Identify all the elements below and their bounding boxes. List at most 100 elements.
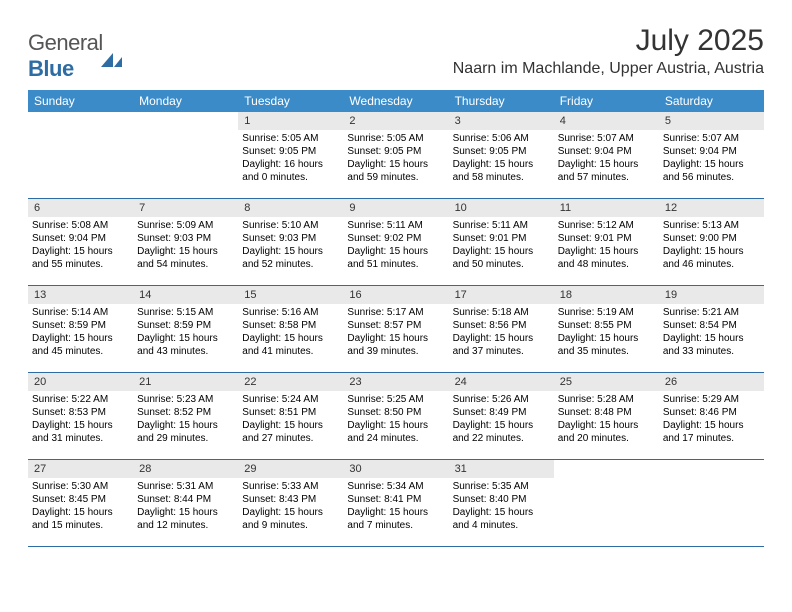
calendar-day-cell: 8Sunrise: 5:10 AMSunset: 9:03 PMDaylight… xyxy=(238,199,343,285)
sunrise-text: Sunrise: 5:17 AM xyxy=(347,306,444,319)
sunset-text: Sunset: 9:03 PM xyxy=(137,232,234,245)
sunrise-text: Sunrise: 5:05 AM xyxy=(242,132,339,145)
logo-triangle-icon xyxy=(114,32,122,67)
daylight-text: Daylight: 15 hours and 4 minutes. xyxy=(453,506,550,532)
page-title: July 2025 xyxy=(453,24,764,58)
day-number: 11 xyxy=(554,199,659,217)
calendar-day-cell: 21Sunrise: 5:23 AMSunset: 8:52 PMDayligh… xyxy=(133,373,238,459)
daylight-text: Daylight: 15 hours and 17 minutes. xyxy=(663,419,760,445)
weekday-header: Sunday xyxy=(28,90,133,112)
calendar-day-cell: 15Sunrise: 5:16 AMSunset: 8:58 PMDayligh… xyxy=(238,286,343,372)
sunset-text: Sunset: 9:04 PM xyxy=(32,232,129,245)
sunset-text: Sunset: 9:02 PM xyxy=(347,232,444,245)
calendar-day-cell: 6Sunrise: 5:08 AMSunset: 9:04 PMDaylight… xyxy=(28,199,133,285)
day-number: 24 xyxy=(449,373,554,391)
calendar-day-cell: 31 Sunrise: 5:35 AMSunset: 8:40 PMDayligh… xyxy=(449,460,554,546)
day-number: 18 xyxy=(554,286,659,304)
title-block: July 2025 Naarn im Machlande, Upper Aust… xyxy=(453,24,764,78)
sunset-text: Sunset: 8:59 PM xyxy=(32,319,129,332)
day-number xyxy=(28,112,133,116)
day-number: 19 xyxy=(659,286,764,304)
sunrise-text: Sunrise: 5:34 AM xyxy=(347,480,444,493)
day-number xyxy=(133,112,238,116)
header-bar: General Blue July 2025 Naarn im Machland… xyxy=(28,24,764,82)
sunset-text: Sunset: 9:05 PM xyxy=(453,145,550,158)
sunset-text: Sunset: 9:01 PM xyxy=(558,232,655,245)
sunrise-text: Sunrise: 5:33 AM xyxy=(242,480,339,493)
sunrise-text: Sunrise: 5:12 AM xyxy=(558,219,655,232)
sunset-text: Sunset: 8:40 PM xyxy=(453,493,550,506)
daylight-text: Daylight: 15 hours and 27 minutes. xyxy=(242,419,339,445)
calendar-day-cell xyxy=(133,112,238,198)
day-number: 9 xyxy=(343,199,448,217)
day-number: 27 xyxy=(28,460,133,478)
daylight-text: Daylight: 15 hours and 43 minutes. xyxy=(137,332,234,358)
daylight-text: Daylight: 15 hours and 15 minutes. xyxy=(32,506,129,532)
day-number: 3 xyxy=(449,112,554,130)
daylight-text: Daylight: 15 hours and 29 minutes. xyxy=(137,419,234,445)
sunrise-text: Sunrise: 5:30 AM xyxy=(32,480,129,493)
day-number: 28 xyxy=(133,460,238,478)
weekday-header: Saturday xyxy=(659,90,764,112)
weekday-header-row: Sunday Monday Tuesday Wednesday Thursday… xyxy=(28,90,764,112)
calendar-day-cell: 7Sunrise: 5:09 AMSunset: 9:03 PMDaylight… xyxy=(133,199,238,285)
sunrise-text: Sunrise: 5:22 AM xyxy=(32,393,129,406)
sunset-text: Sunset: 8:48 PM xyxy=(558,406,655,419)
logo-text: General Blue xyxy=(28,30,122,82)
daylight-text: Daylight: 15 hours and 58 minutes. xyxy=(453,158,550,184)
calendar: Sunday Monday Tuesday Wednesday Thursday… xyxy=(28,90,764,547)
calendar-day-cell: 10Sunrise: 5:11 AMSunset: 9:01 PMDayligh… xyxy=(449,199,554,285)
calendar-day-cell: 12Sunrise: 5:13 AMSunset: 9:00 PMDayligh… xyxy=(659,199,764,285)
calendar-day-cell: 29Sunrise: 5:33 AMSunset: 8:43 PMDayligh… xyxy=(238,460,343,546)
calendar-day-cell xyxy=(28,112,133,198)
daylight-text: Daylight: 15 hours and 54 minutes. xyxy=(137,245,234,271)
day-number: 10 xyxy=(449,199,554,217)
calendar-day-cell: 30Sunrise: 5:34 AMSunset: 8:41 PMDayligh… xyxy=(343,460,448,546)
daylight-text: Daylight: 15 hours and 7 minutes. xyxy=(347,506,444,532)
sunrise-text: Sunrise: 5:21 AM xyxy=(663,306,760,319)
weekday-header: Wednesday xyxy=(343,90,448,112)
daylight-text: Daylight: 15 hours and 22 minutes. xyxy=(453,419,550,445)
day-number: 30 xyxy=(343,460,448,478)
calendar-day-cell: 11 Sunrise: 5:12 AMSunset: 9:01 PMDayligh… xyxy=(554,199,659,285)
day-number: 5 xyxy=(659,112,764,130)
sunset-text: Sunset: 8:55 PM xyxy=(558,319,655,332)
daylight-text: Daylight: 15 hours and 48 minutes. xyxy=(558,245,655,271)
daylight-text: Daylight: 15 hours and 24 minutes. xyxy=(347,419,444,445)
day-number: 31 xyxy=(449,460,554,478)
sunset-text: Sunset: 8:45 PM xyxy=(32,493,129,506)
calendar-day-cell: 4Sunrise: 5:07 AMSunset: 9:04 PMDaylight… xyxy=(554,112,659,198)
daylight-text: Daylight: 15 hours and 50 minutes. xyxy=(453,245,550,271)
calendar-week-row: 27Sunrise: 5:30 AMSunset: 8:45 PMDayligh… xyxy=(28,460,764,547)
calendar-week-row: 20Sunrise: 5:22 AMSunset: 8:53 PMDayligh… xyxy=(28,373,764,460)
weekday-header: Friday xyxy=(554,90,659,112)
weekday-header: Monday xyxy=(133,90,238,112)
sunrise-text: Sunrise: 5:28 AM xyxy=(558,393,655,406)
sunset-text: Sunset: 9:01 PM xyxy=(453,232,550,245)
sunrise-text: Sunrise: 5:15 AM xyxy=(137,306,234,319)
calendar-day-cell: 27 Sunrise: 5:30 AMSunset: 8:45 PMDayligh… xyxy=(28,460,133,546)
sunset-text: Sunset: 8:59 PM xyxy=(137,319,234,332)
calendar-day-cell: 16Sunrise: 5:17 AMSunset: 8:57 PMDayligh… xyxy=(343,286,448,372)
sunrise-text: Sunrise: 5:35 AM xyxy=(453,480,550,493)
sunrise-text: Sunrise: 5:13 AM xyxy=(663,219,760,232)
day-number xyxy=(554,460,659,464)
day-number xyxy=(659,460,764,464)
day-number: 29 xyxy=(238,460,343,478)
day-number: 26 xyxy=(659,373,764,391)
daylight-text: Daylight: 16 hours and 0 minutes. xyxy=(242,158,339,184)
calendar-day-cell: 23Sunrise: 5:25 AMSunset: 8:50 PMDayligh… xyxy=(343,373,448,459)
sunset-text: Sunset: 9:05 PM xyxy=(242,145,339,158)
sunrise-text: Sunrise: 5:06 AM xyxy=(453,132,550,145)
sunset-text: Sunset: 8:50 PM xyxy=(347,406,444,419)
day-number: 17 xyxy=(449,286,554,304)
sunset-text: Sunset: 8:51 PM xyxy=(242,406,339,419)
day-number: 15 xyxy=(238,286,343,304)
sunrise-text: Sunrise: 5:19 AM xyxy=(558,306,655,319)
calendar-day-cell xyxy=(554,460,659,546)
sunrise-text: Sunrise: 5:25 AM xyxy=(347,393,444,406)
sunset-text: Sunset: 8:44 PM xyxy=(137,493,234,506)
daylight-text: Daylight: 15 hours and 59 minutes. xyxy=(347,158,444,184)
daylight-text: Daylight: 15 hours and 51 minutes. xyxy=(347,245,444,271)
daylight-text: Daylight: 15 hours and 12 minutes. xyxy=(137,506,234,532)
